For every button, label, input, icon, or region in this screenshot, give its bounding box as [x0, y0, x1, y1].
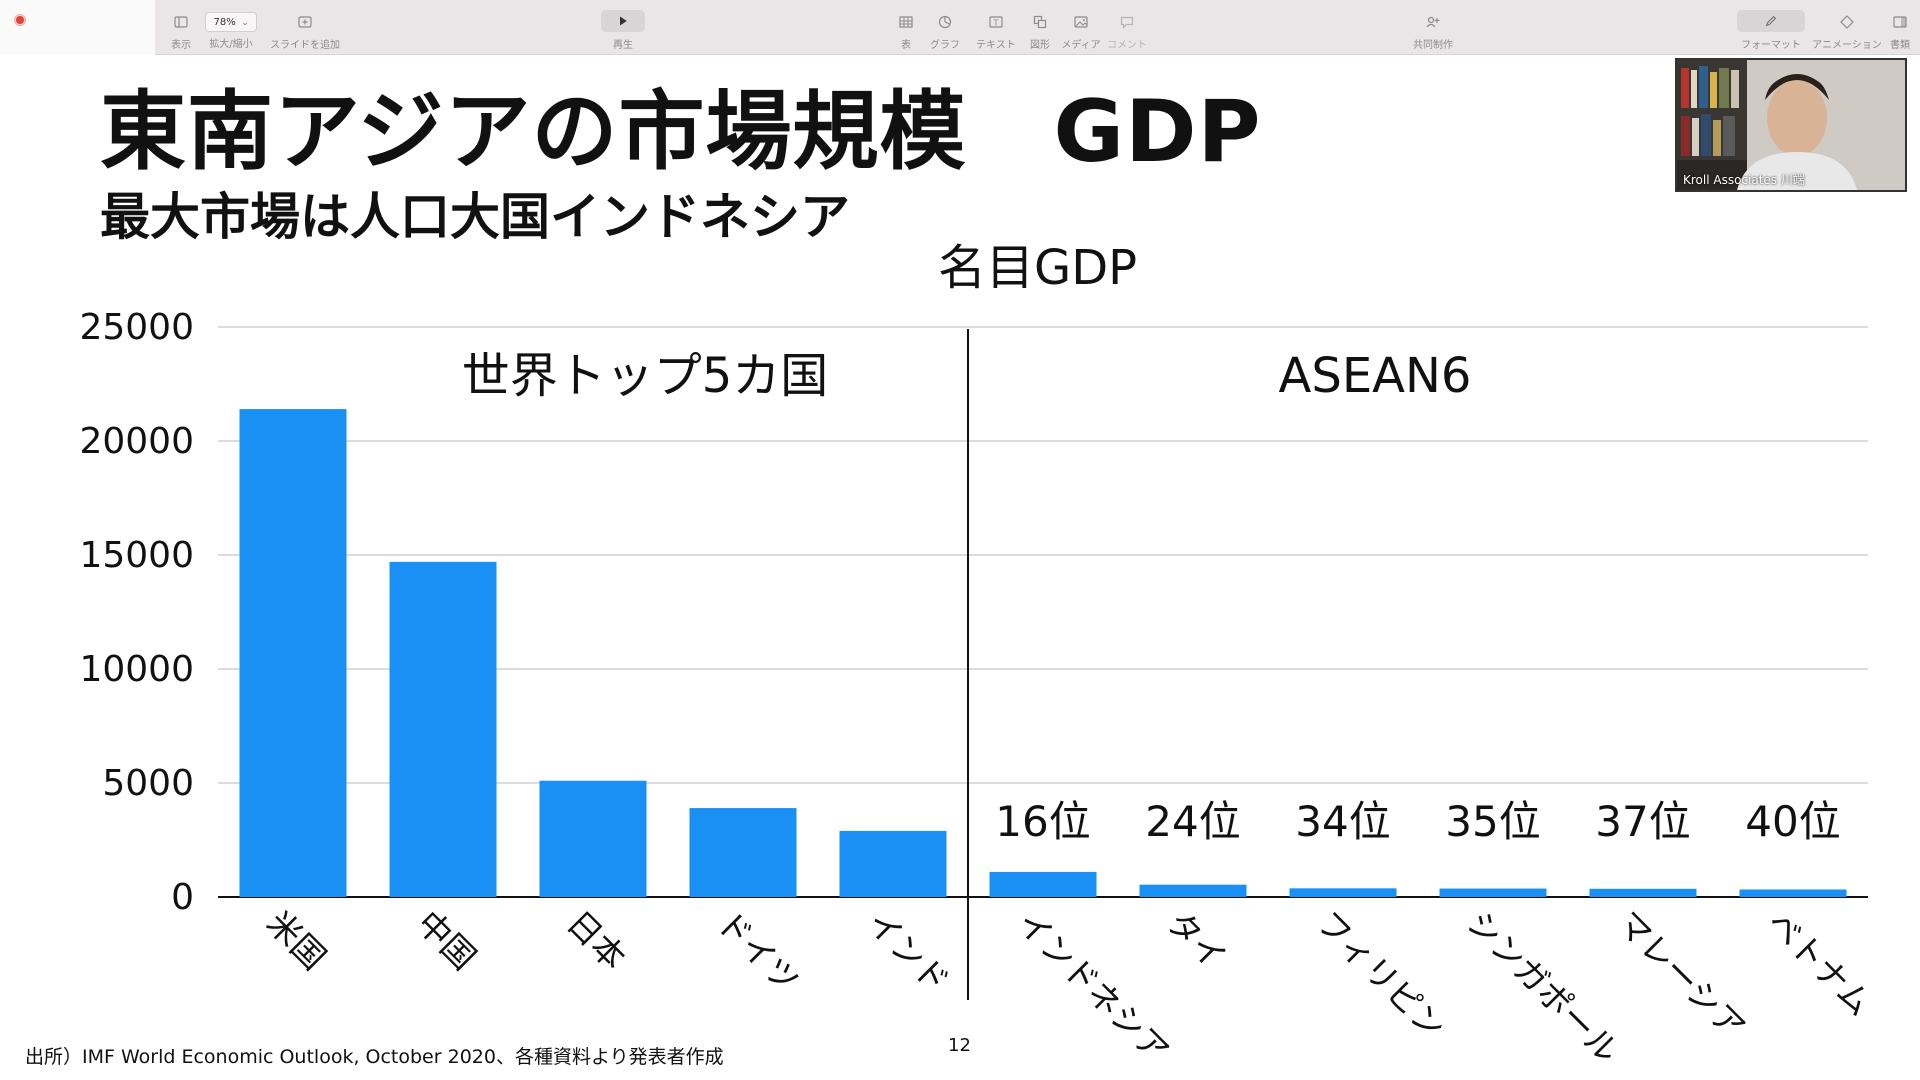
webcam-thumbnail[interactable]: Kroll Associates 川端 — [1675, 58, 1907, 192]
x-tick-label: 日本 — [559, 903, 633, 977]
x-tick-label: 中国 — [409, 903, 483, 977]
media-button[interactable]: メディア — [1059, 0, 1103, 54]
group-label: ASEAN6 — [1279, 348, 1472, 404]
play-button[interactable]: 再生 — [593, 0, 653, 54]
table-icon — [898, 14, 914, 30]
y-tick-label: 10000 — [79, 649, 194, 690]
collaborate-button[interactable]: 共同制作 — [1408, 0, 1458, 54]
collaborate-label: 共同制作 — [1413, 40, 1453, 51]
record-indicator-icon — [14, 14, 26, 26]
bar — [1439, 888, 1547, 897]
source-note: 出所）IMF World Economic Outlook, October 2… — [25, 1046, 724, 1068]
add-slide-label: スライドを追加 — [270, 40, 340, 51]
x-tick-label: タイ — [1159, 903, 1233, 977]
collaborate-icon — [1425, 14, 1441, 30]
bar — [689, 808, 797, 897]
rank-label: 34位 — [1295, 797, 1390, 846]
shape-label: 図形 — [1030, 40, 1050, 51]
zoom-control[interactable]: 78% ⌄ 拡大/縮小 — [201, 0, 261, 54]
animate-label: アニメーション — [1812, 40, 1882, 51]
x-tick-label: シンガポール — [1459, 903, 1627, 1071]
y-tick-label: 15000 — [79, 535, 194, 576]
document-button[interactable]: 書類 — [1885, 0, 1915, 54]
format-label: フォーマット — [1741, 40, 1801, 51]
image-icon — [1073, 14, 1089, 30]
chart-button[interactable]: グラフ — [925, 0, 965, 54]
bar — [1289, 888, 1397, 897]
comment-icon — [1119, 14, 1135, 30]
y-tick-label: 0 — [171, 877, 194, 918]
rank-label: 40位 — [1745, 797, 1840, 846]
diamond-icon — [1839, 14, 1855, 30]
chart-icon — [937, 14, 953, 30]
x-tick-label: 米国 — [259, 903, 333, 977]
text-box-icon: T — [988, 14, 1004, 30]
x-tick-label: ドイツ — [709, 903, 807, 1001]
paintbrush-icon — [1737, 10, 1805, 32]
x-tick-label: フィリピン — [1309, 903, 1453, 1047]
chart-title: 名目GDP — [938, 240, 1138, 296]
bar — [239, 409, 347, 897]
zoom-label: 拡大/縮小 — [209, 39, 253, 50]
window-corner — [0, 0, 155, 54]
zoom-value: 78% — [213, 16, 236, 28]
rank-label: 37位 — [1595, 797, 1690, 846]
x-tick-label: インド — [859, 903, 957, 1001]
x-tick-label: マレーシア — [1609, 903, 1753, 1047]
add-slide-icon — [297, 14, 313, 30]
play-icon — [601, 10, 645, 32]
shape-button[interactable]: 図形 — [1025, 0, 1055, 54]
text-label: テキスト — [976, 40, 1016, 51]
sidebar-icon — [173, 14, 189, 30]
bar — [539, 780, 647, 897]
add-slide-button[interactable]: スライドを追加 — [265, 0, 345, 54]
slide-title: 東南アジアの市場規模 GDP — [100, 82, 1262, 182]
y-tick-label: 20000 — [79, 421, 194, 462]
table-label: 表 — [901, 40, 911, 51]
group-label: 世界トップ5カ国 — [462, 348, 829, 404]
play-label: 再生 — [613, 40, 633, 51]
gdp-bar-chart: 0 5000 10000 15000 20000 25000 米国 中国 日本 ドイツ インド インド… — [79, 307, 1879, 1071]
svg-text:T: T — [993, 19, 999, 28]
media-label: メディア — [1061, 40, 1101, 51]
y-tick-label: 25000 — [79, 307, 194, 348]
chart-label: グラフ — [930, 40, 960, 51]
table-button[interactable]: 表 — [891, 0, 921, 54]
toolbar: 表示 78% ⌄ 拡大/縮小 スライドを追加 再生 表 グラフ — [155, 0, 1920, 55]
rank-label: 16位 — [995, 797, 1090, 846]
view-label: 表示 — [171, 40, 191, 51]
bar — [1139, 884, 1247, 897]
x-tick-label: インドネシア — [1009, 903, 1177, 1071]
rank-label: 35位 — [1445, 797, 1540, 846]
bar — [989, 871, 1097, 897]
bar — [389, 561, 497, 897]
y-tick-label: 5000 — [102, 763, 194, 804]
comment-button[interactable]: コメント — [1107, 0, 1147, 54]
chevron-down-icon: ⌄ — [241, 17, 249, 27]
bar — [839, 830, 947, 897]
page-number: 12 — [948, 1035, 971, 1056]
rank-label: 24位 — [1145, 797, 1240, 846]
webcam-video — [1677, 60, 1905, 190]
animate-button[interactable]: アニメーション — [1809, 0, 1885, 54]
bar — [1589, 888, 1697, 897]
document-label: 書類 — [1890, 40, 1910, 51]
zoom-select[interactable]: 78% ⌄ — [205, 12, 257, 32]
text-button[interactable]: T テキスト — [973, 0, 1019, 54]
document-icon — [1892, 14, 1908, 30]
format-button[interactable]: フォーマット — [1733, 0, 1809, 54]
participant-name: Kroll Associates 川端 — [1683, 173, 1805, 187]
view-button[interactable]: 表示 — [163, 0, 199, 54]
shape-icon — [1032, 14, 1048, 30]
bar — [1739, 889, 1847, 897]
comment-label: コメント — [1107, 40, 1147, 51]
slide-subtitle: 最大市場は人口大国インドネシア — [100, 188, 850, 246]
x-tick-label: ベトナム — [1759, 903, 1879, 1023]
